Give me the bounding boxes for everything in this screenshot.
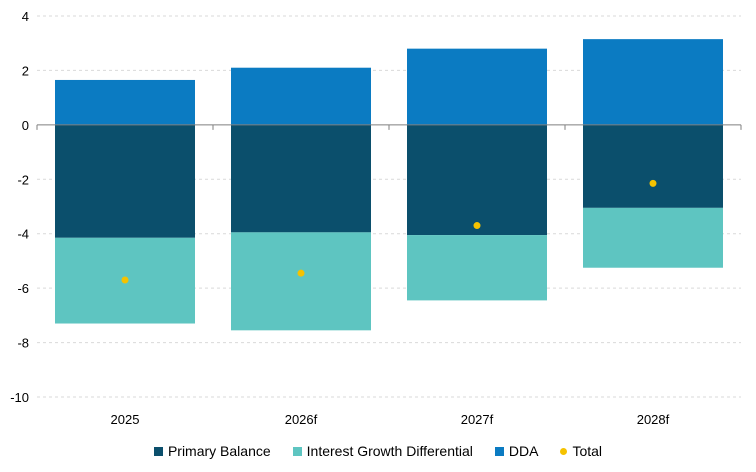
legend-item-total: Total — [560, 443, 602, 459]
total-point — [649, 179, 657, 187]
bar-segment-dda — [55, 79, 195, 125]
bars — [55, 39, 723, 331]
legend-item-interest-growth-differential: Interest Growth Differential — [292, 443, 473, 459]
bar-segment-interest-growth-differential — [231, 232, 371, 331]
legend-swatch-primary-balance — [153, 446, 163, 456]
y-tick-label: -2 — [17, 172, 29, 187]
total-point — [297, 269, 305, 277]
legend-label-interest-growth-differential: Interest Growth Differential — [306, 443, 473, 459]
x-tick-label: 2028f — [637, 412, 670, 427]
bar-segment-dda — [583, 39, 723, 125]
y-tick-label: 4 — [22, 9, 29, 24]
y-tick-label: -10 — [10, 390, 29, 405]
y-tick-label: -4 — [17, 227, 29, 242]
x-tick-label: 2025 — [111, 412, 140, 427]
total-markers — [121, 179, 657, 284]
legend-item-primary-balance: Primary Balance — [153, 443, 271, 459]
total-point — [473, 222, 481, 230]
bar-segment-dda — [407, 48, 547, 125]
x-tick-label: 2027f — [461, 412, 494, 427]
axes: 4 2 0 -2 -4 -6 -8 -10 2025 2026f 2027f 2028f — [10, 9, 742, 427]
bar-segment-interest-growth-differential — [407, 235, 547, 301]
y-tick-label: -8 — [17, 336, 29, 351]
legend-swatch-interest-growth-differential — [292, 446, 302, 456]
legend-label-dda: DDA — [508, 443, 539, 459]
legend-marker-total — [560, 447, 568, 455]
legend-item-dda: DDA — [494, 443, 539, 459]
y-tick-label: 2 — [22, 63, 29, 78]
legend-label-primary-balance: Primary Balance — [167, 443, 271, 459]
bar-segment-primary-balance — [407, 124, 547, 236]
total-point — [121, 276, 129, 284]
bar-segment-primary-balance — [583, 124, 723, 208]
stacked-bar-chart: 4 2 0 -2 -4 -6 -8 -10 2025 2026f 2027f 2028f — [10, 9, 742, 427]
legend-label-total: Total — [572, 443, 603, 459]
bar-segment-dda — [231, 67, 371, 125]
legend-swatch-dda — [494, 446, 504, 456]
legend: Primary Balance Interest Growth Differen… — [0, 440, 756, 462]
bar-segment-primary-balance — [55, 124, 195, 238]
bar-segment-interest-growth-differential — [583, 207, 723, 268]
bar-segment-primary-balance — [231, 124, 371, 233]
y-tick-label: -6 — [17, 281, 29, 296]
y-tick-label: 0 — [22, 118, 29, 133]
x-tick-label: 2026f — [285, 412, 318, 427]
